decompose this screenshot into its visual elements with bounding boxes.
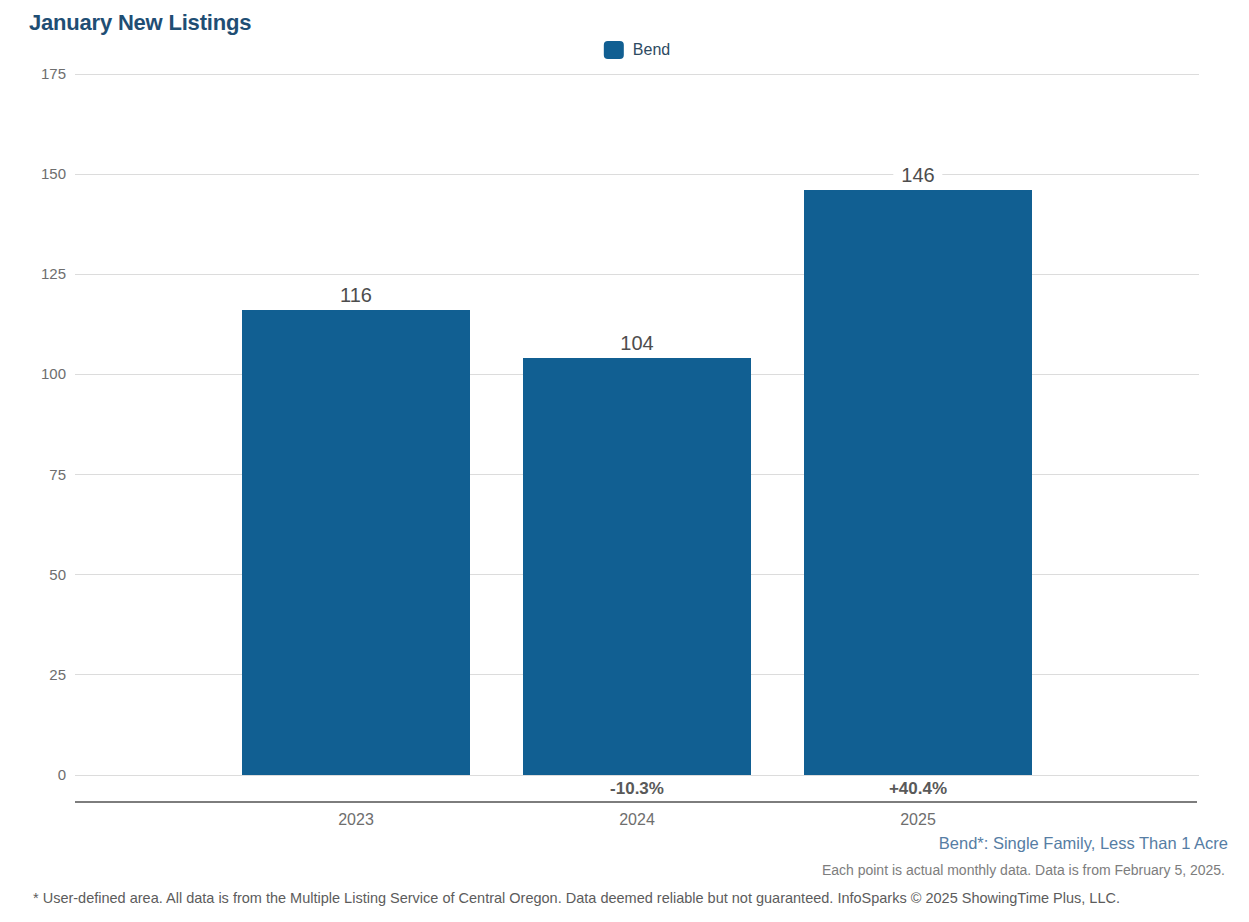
y-axis-tick-label: 25	[0, 666, 66, 683]
x-axis-category-label: 2024	[619, 811, 655, 829]
bar-2025[interactable]	[804, 190, 1032, 775]
y-gridline	[75, 174, 1199, 175]
y-axis-tick-label: 125	[0, 265, 66, 282]
x-axis-category-label: 2023	[338, 811, 374, 829]
legend-item-bend[interactable]: Bend	[604, 41, 670, 59]
y-axis-tick-label: 100	[0, 365, 66, 382]
pct-change-label: +40.4%	[889, 779, 947, 799]
y-axis-tick-label: 50	[0, 566, 66, 583]
footnote-data-source: Each point is actual monthly data. Data …	[822, 862, 1225, 878]
footnote-series-definition: Bend*: Single Family, Less Than 1 Acre	[939, 834, 1228, 853]
chart-page: January New Listings Bend 02550751001251…	[0, 0, 1249, 922]
bar-value-label: 146	[893, 163, 942, 187]
y-axis-tick-label: 0	[0, 766, 66, 783]
legend-label: Bend	[633, 41, 670, 59]
legend-swatch-icon	[604, 41, 624, 59]
bar-2024[interactable]	[523, 358, 751, 775]
chart-title: January New Listings	[29, 10, 251, 36]
y-gridline	[75, 74, 1199, 75]
y-axis-tick-label: 150	[0, 165, 66, 182]
plot-area: 02550751001251501751162023104-10.3%20241…	[75, 74, 1199, 775]
y-axis-tick-label: 175	[0, 65, 66, 82]
footnote-disclaimer: * User-defined area. All data is from th…	[33, 890, 1120, 906]
pct-change-label: -10.3%	[610, 779, 664, 799]
x-axis-category-label: 2025	[900, 811, 936, 829]
x-axis-line	[75, 801, 1197, 803]
bar-2023[interactable]	[242, 310, 470, 775]
y-axis-tick-label: 75	[0, 466, 66, 483]
bar-value-label: 116	[332, 283, 380, 307]
bar-value-label: 104	[612, 331, 661, 355]
